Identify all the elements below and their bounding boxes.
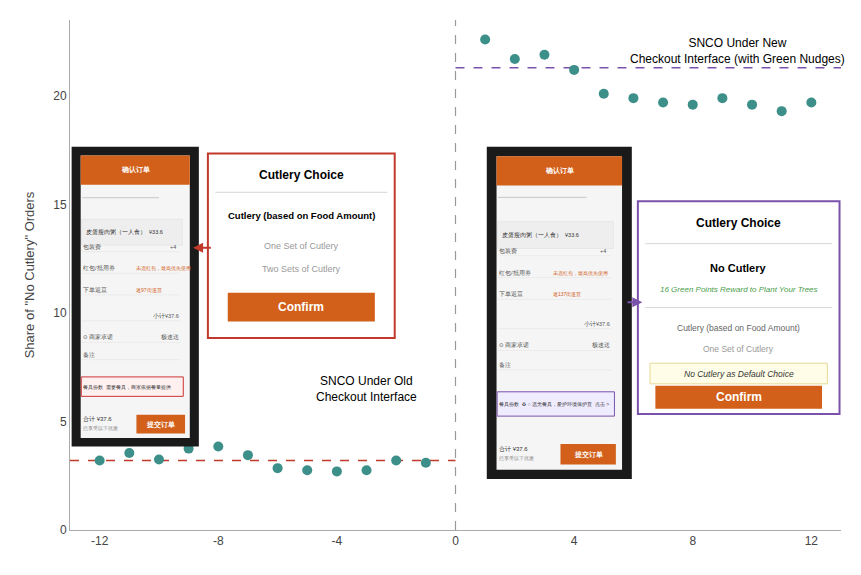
svg-text:红包/抵用券: 红包/抵用券 xyxy=(499,270,531,276)
svg-text:SNCO Under OldCheckout Interfa: SNCO Under OldCheckout Interface xyxy=(316,374,417,404)
svg-text:Cutlery (based on Food Amount): Cutlery (based on Food Amount) xyxy=(228,210,375,221)
svg-text:+4: +4 xyxy=(600,248,606,254)
svg-text:餐具份数 需要餐具，商家依据餐量提供: 餐具份数 需要餐具，商家依据餐量提供 xyxy=(83,384,171,390)
svg-text:Cutlery Choice: Cutlery Choice xyxy=(259,168,344,182)
svg-text:已享受以下优惠: 已享受以下优惠 xyxy=(83,425,118,431)
svg-text:合计 ¥37.6: 合计 ¥37.6 xyxy=(83,416,112,422)
svg-text:下单返豆: 下单返豆 xyxy=(499,291,523,297)
svg-text:One Set of Cutlery: One Set of Cutlery xyxy=(264,241,339,251)
svg-text:未选红包，最高优先使用: 未选红包，最高优先使用 xyxy=(553,270,608,276)
svg-text:极速送: 极速送 xyxy=(591,342,610,348)
svg-text:20: 20 xyxy=(53,89,67,103)
svg-text:小计¥37.6: 小计¥37.6 xyxy=(153,313,179,319)
svg-text:-4: -4 xyxy=(332,534,343,548)
svg-text:合计 ¥37.6: 合计 ¥37.6 xyxy=(499,446,528,452)
svg-text:15: 15 xyxy=(53,198,67,212)
svg-text:返97街道豆: 返97街道豆 xyxy=(136,287,162,293)
svg-text:备注: 备注 xyxy=(83,351,95,358)
svg-text:备注: 备注 xyxy=(499,361,511,368)
svg-text:已享受以下优惠: 已享受以下优惠 xyxy=(499,455,534,461)
svg-text:No Cutlery: No Cutlery xyxy=(710,262,767,274)
svg-text:提交订单: 提交订单 xyxy=(574,450,603,459)
svg-text:确认订单: 确认订单 xyxy=(121,166,150,174)
svg-text:Cutlery (based on Food Amount): Cutlery (based on Food Amount) xyxy=(677,323,800,333)
svg-text:10: 10 xyxy=(53,306,67,320)
svg-text:Share of "No Cutlery" Orders: Share of "No Cutlery" Orders xyxy=(22,191,37,358)
svg-text:提交订单: 提交订单 xyxy=(146,420,175,429)
svg-text:⊙ 商家承诺: ⊙ 商家承诺 xyxy=(499,341,529,348)
svg-text:Cutlery Choice: Cutlery Choice xyxy=(696,216,781,230)
svg-text:5: 5 xyxy=(60,415,67,429)
svg-text:红包/抵用券: 红包/抵用券 xyxy=(83,265,115,271)
svg-text:One Set of Cutlery: One Set of Cutlery xyxy=(703,344,774,354)
svg-text:未选红包，最高优先使用: 未选红包，最高优先使用 xyxy=(136,265,191,271)
svg-text:-8: -8 xyxy=(213,534,224,548)
svg-text:下单返豆: 下单返豆 xyxy=(83,287,107,293)
svg-text:极速送: 极速送 xyxy=(160,334,179,340)
svg-text:小计¥37.6: 小计¥37.6 xyxy=(584,321,610,327)
svg-text:Confirm: Confirm xyxy=(278,300,324,314)
svg-text:返137街道豆: 返137街道豆 xyxy=(553,291,581,297)
svg-text:包装费: 包装费 xyxy=(83,244,101,250)
svg-text:皮蛋瘦肉粥（一人食） ¥33.6: 皮蛋瘦肉粥（一人食） ¥33.6 xyxy=(502,231,579,239)
svg-text:No Cutlery as Default Choice: No Cutlery as Default Choice xyxy=(684,369,794,379)
svg-text:Two Sets of Cutlery: Two Sets of Cutlery xyxy=(262,264,341,274)
svg-text:Confirm: Confirm xyxy=(716,390,762,404)
svg-text:皮蛋瘦肉粥（一人食） ¥33.6: 皮蛋瘦肉粥（一人食） ¥33.6 xyxy=(86,228,163,236)
svg-text:16 Green Points Reward to Plan: 16 Green Points Reward to Plant Your Tre… xyxy=(660,285,818,294)
svg-text:餐具份数 ♻ ○ 选无餐具，爱护环境保护豆 点击 >: 餐具份数 ♻ ○ 选无餐具，爱护环境保护豆 点击 > xyxy=(499,401,609,407)
svg-text:包装费: 包装费 xyxy=(499,248,517,254)
svg-text:0: 0 xyxy=(60,523,67,537)
svg-text:+4: +4 xyxy=(170,244,176,250)
svg-text:4: 4 xyxy=(571,534,578,548)
svg-text:SNCO Under NewCheckout Interfa: SNCO Under NewCheckout Interface (with G… xyxy=(630,36,845,66)
svg-text:0: 0 xyxy=(452,534,459,548)
svg-text:8: 8 xyxy=(689,534,696,548)
svg-text:12: 12 xyxy=(805,534,819,548)
svg-text:确认订单: 确认订单 xyxy=(545,167,574,175)
svg-text:-12: -12 xyxy=(91,534,109,548)
svg-text:⊙ 商家承诺: ⊙ 商家承诺 xyxy=(83,333,113,340)
